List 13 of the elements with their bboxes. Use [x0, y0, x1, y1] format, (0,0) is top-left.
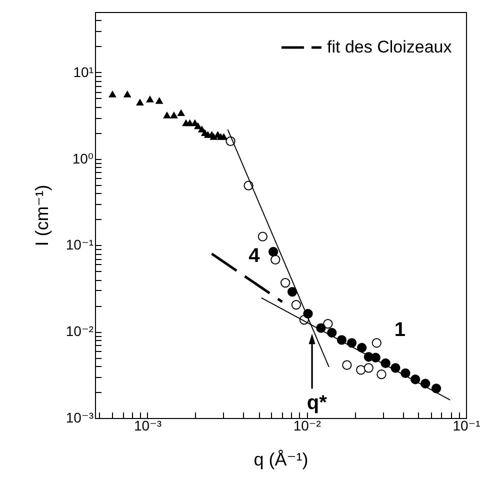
annotation: 4 [248, 245, 261, 268]
x-tick-label: 10⁻² [293, 418, 322, 434]
y-tick-label: 10⁻² [66, 323, 94, 340]
y-tick-label: 10⁰ [72, 150, 94, 166]
x-tick-label: 10⁻¹ [452, 418, 481, 434]
annotation: q* [306, 392, 328, 414]
x-tick-label: 10⁻³ [134, 418, 162, 434]
legend-label: fit des Cloizeaux [327, 38, 452, 56]
annotation: 1 [394, 318, 406, 341]
y-tick-label: 10¹ [73, 64, 94, 80]
y-axis-title: I (cm⁻¹) [32, 184, 52, 246]
y-tick-label: 10⁻¹ [66, 236, 94, 253]
x-axis-title: q (Å⁻¹) [254, 450, 308, 470]
